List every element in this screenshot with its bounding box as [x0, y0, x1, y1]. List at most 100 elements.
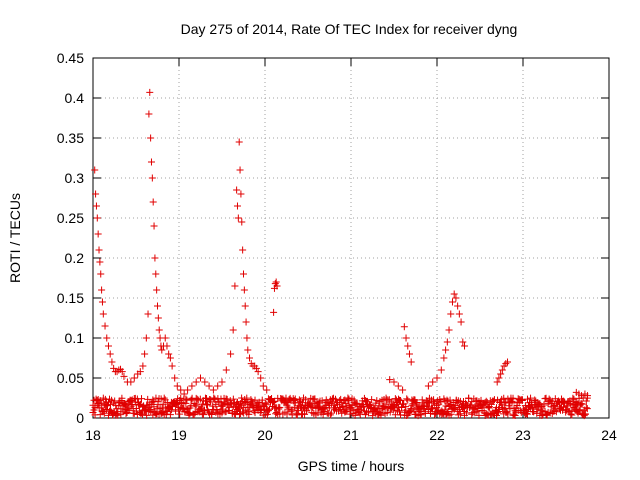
data-point	[447, 310, 455, 318]
data-point	[327, 409, 335, 417]
data-point	[243, 394, 251, 402]
data-point	[473, 407, 481, 415]
data-point	[177, 394, 185, 402]
data-point	[188, 382, 196, 390]
data-point	[155, 326, 163, 334]
data-point	[147, 158, 155, 166]
data-point	[229, 395, 237, 403]
data-point	[276, 404, 284, 412]
data-point	[139, 411, 147, 419]
data-point	[244, 346, 252, 354]
data-point	[501, 399, 509, 407]
data-point	[497, 370, 505, 378]
data-point	[241, 302, 249, 310]
data-point	[225, 406, 233, 414]
data-point	[191, 402, 199, 410]
data-point	[518, 396, 526, 404]
data-point	[381, 405, 389, 413]
data-point	[149, 198, 157, 206]
data-point	[121, 401, 129, 409]
data-point	[104, 342, 112, 350]
y-tick-label: 0.45	[57, 50, 84, 66]
data-point	[165, 350, 173, 358]
data-point	[523, 395, 531, 403]
data-point	[242, 318, 250, 326]
data-point	[192, 378, 200, 386]
data-point	[413, 399, 421, 407]
data-point	[147, 134, 155, 142]
y-tick-label: 0.1	[65, 330, 85, 346]
data-point	[407, 405, 415, 413]
data-point	[103, 334, 111, 342]
y-tick-label: 0.3	[65, 170, 85, 186]
data-point	[201, 378, 209, 386]
data-point	[261, 400, 269, 408]
data-point	[406, 408, 414, 416]
data-point	[98, 298, 106, 306]
data-point	[454, 302, 462, 310]
data-point	[172, 407, 180, 415]
data-point	[346, 410, 354, 418]
data-point	[441, 406, 449, 414]
data-point	[145, 110, 153, 118]
data-point	[522, 409, 530, 417]
data-point	[110, 364, 118, 372]
y-tick-label: 0.35	[57, 130, 84, 146]
data-point	[258, 399, 266, 407]
data-point	[361, 411, 369, 419]
data-point	[182, 399, 190, 407]
data-point	[118, 394, 126, 402]
data-point	[234, 214, 242, 222]
data-point	[173, 382, 181, 390]
data-point	[351, 411, 359, 419]
data-point	[100, 409, 108, 417]
data-point	[337, 395, 345, 403]
data-point	[440, 354, 448, 362]
data-point	[122, 409, 130, 417]
data-point	[168, 362, 176, 370]
data-point	[290, 404, 298, 412]
data-point	[457, 318, 465, 326]
data-point	[508, 397, 516, 405]
data-point	[394, 382, 402, 390]
data-point	[326, 411, 334, 419]
data-point	[463, 409, 471, 417]
data-point	[154, 314, 162, 322]
data-point	[208, 409, 216, 417]
data-point	[222, 366, 230, 374]
data-point	[218, 409, 226, 417]
data-point	[153, 286, 161, 294]
data-point	[468, 410, 476, 418]
data-point	[456, 410, 464, 418]
data-point	[199, 411, 207, 419]
data-point	[352, 399, 360, 407]
data-point	[103, 402, 111, 410]
data-point	[452, 294, 460, 302]
data-point	[500, 394, 508, 402]
data-point	[154, 302, 161, 310]
data-point	[294, 407, 302, 415]
y-tick-label: 0	[76, 410, 84, 426]
data-point	[196, 395, 204, 403]
data-point	[254, 368, 262, 376]
data-point	[144, 310, 152, 318]
y-axis-label: ROTI / TECUs	[7, 193, 23, 283]
y-tick-label: 0.2	[65, 250, 85, 266]
data-point	[504, 358, 512, 366]
data-point	[489, 397, 497, 405]
data-point	[402, 334, 410, 342]
y-tick-label: 0.05	[57, 370, 84, 386]
x-tick-label: 19	[171, 427, 187, 443]
data-point	[158, 346, 166, 354]
data-point	[569, 394, 577, 402]
data-point	[209, 386, 217, 394]
data-point	[483, 398, 491, 406]
y-tick-label: 0.4	[65, 90, 85, 106]
data-point	[98, 286, 106, 294]
data-point	[243, 334, 251, 342]
data-point	[96, 258, 104, 266]
data-point	[583, 394, 591, 402]
data-point	[270, 398, 278, 406]
data-point	[527, 394, 535, 402]
data-point	[118, 368, 126, 376]
